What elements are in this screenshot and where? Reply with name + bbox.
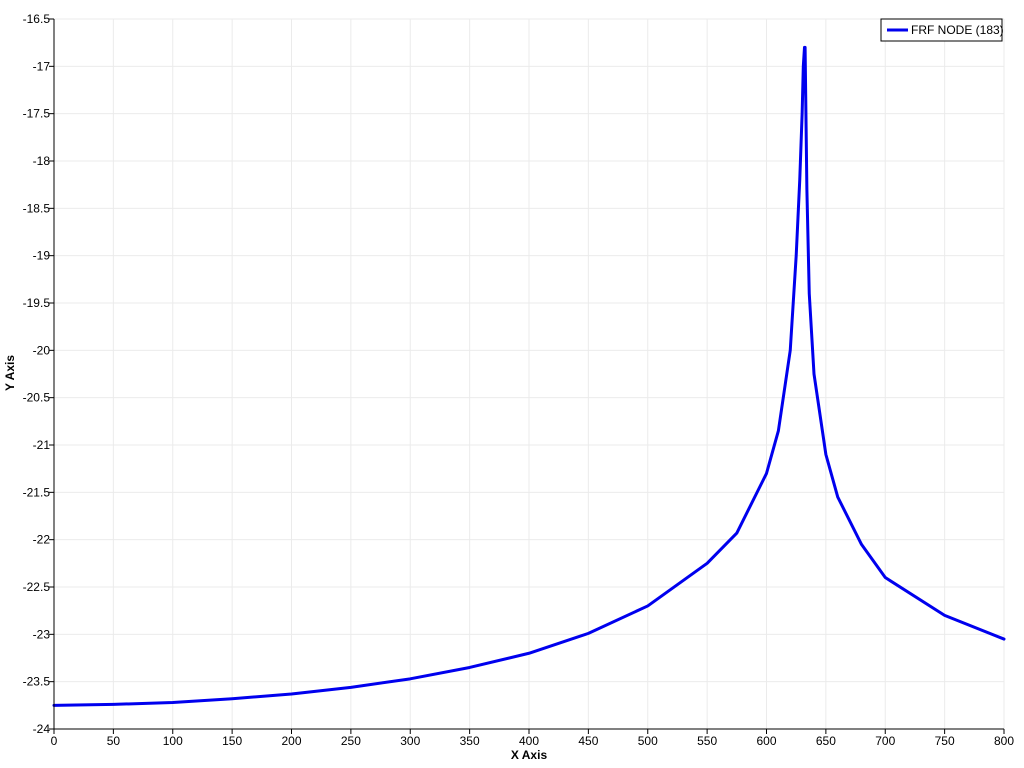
x-tick-label: 350 (460, 734, 480, 748)
y-tick-label: -16.5 (23, 12, 51, 26)
series-line-frf-node-183 (52, 45, 1006, 707)
x-tick-label: 0 (51, 734, 58, 748)
x-tick-label: 50 (107, 734, 121, 748)
x-tick-label: 600 (756, 734, 776, 748)
x-axis-ticks: 0 50 100 150 200 250 300 350 400 450 500 550 600 650 7… (51, 729, 1014, 748)
x-tick-label: 550 (697, 734, 717, 748)
y-tick-label: -18.5 (23, 201, 51, 215)
x-tick-label: 500 (638, 734, 658, 748)
x-tick-label: 700 (875, 734, 895, 748)
y-tick-label: -23.5 (23, 675, 51, 689)
y-tick-label: -23 (33, 627, 51, 641)
x-tick-label: 150 (222, 734, 242, 748)
y-tick-label: -20.5 (23, 391, 51, 405)
legend-label: FRF NODE (183) (911, 23, 1004, 37)
x-gridlines (53, 19, 1005, 729)
series-layer (52, 45, 1006, 707)
x-tick-label: 400 (519, 734, 539, 748)
x-tick-label: 750 (935, 734, 955, 748)
y-tick-label: -17.5 (23, 107, 51, 121)
x-tick-label: 450 (578, 734, 598, 748)
x-tick-label: 800 (994, 734, 1014, 748)
y-tick-label: -17 (33, 59, 51, 73)
y-axis-ticks: -24 -23.5 -23 -22.5 -22 -21.5 -21 -20.5 -20 -19.5… (23, 12, 54, 736)
y-tick-label: -20 (33, 343, 51, 357)
legend-box (880, 18, 1003, 42)
y-tick-label: -19.5 (23, 296, 51, 310)
x-axis-title: X Axis (511, 748, 548, 762)
y-tick-label: -19 (33, 249, 51, 263)
y-tick-label: -22.5 (23, 580, 51, 594)
y-tick-label: -18 (33, 154, 51, 168)
x-tick-label: 100 (163, 734, 183, 748)
x-tick-label: 200 (281, 734, 301, 748)
y-tick-label: -24 (33, 722, 51, 736)
x-tick-label: 250 (341, 734, 361, 748)
x-tick-label: 300 (400, 734, 420, 748)
y-tick-label: -21 (33, 438, 51, 452)
y-axis-title: Y Axis (3, 355, 17, 391)
y-tick-label: -22 (33, 533, 51, 547)
legend: FRF NODE (183) (880, 18, 1004, 42)
x-tick-label: 650 (816, 734, 836, 748)
y-tick-label: -21.5 (23, 485, 51, 499)
